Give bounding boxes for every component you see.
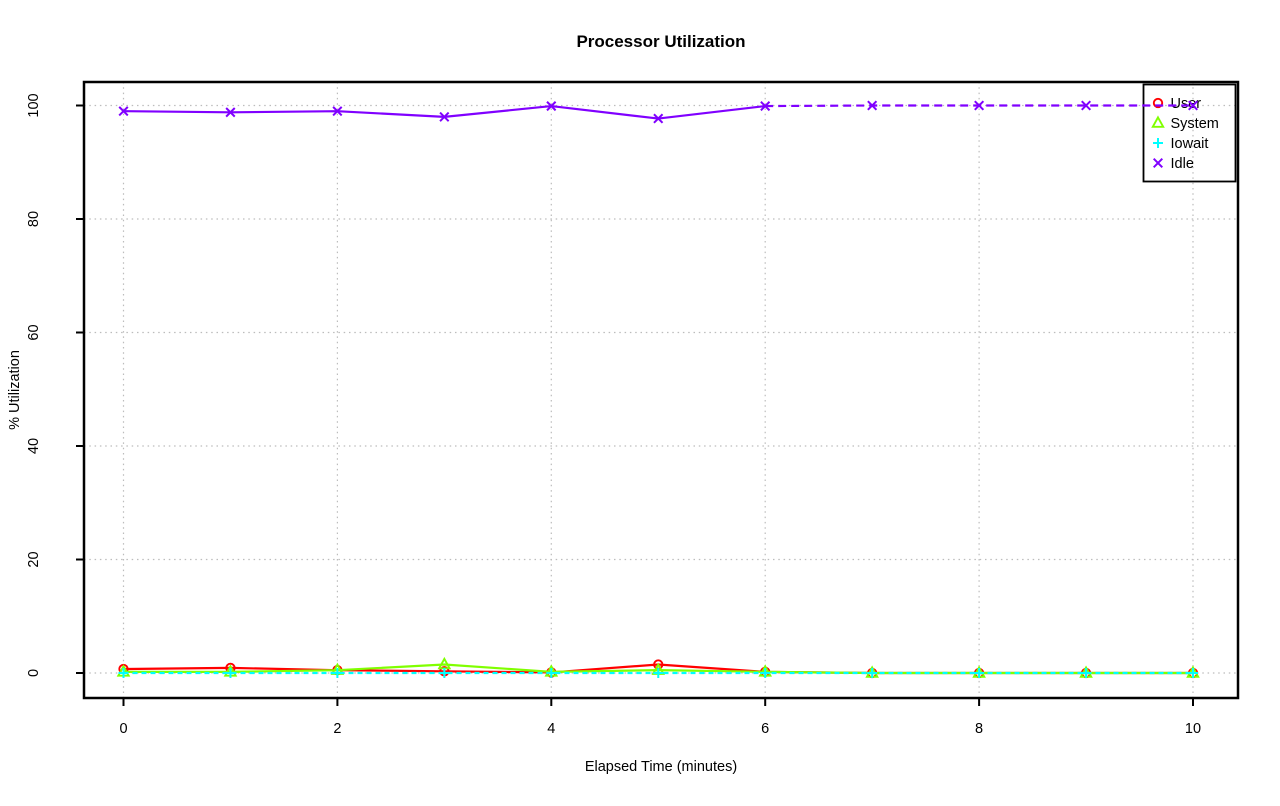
x-tick-label: 6 (761, 721, 769, 737)
y-tick-label: 20 (26, 551, 42, 567)
legend-label-iowait: Iowait (1171, 136, 1209, 152)
y-tick-label: 100 (26, 93, 42, 117)
legend-label-user: User (1171, 96, 1202, 112)
x-axis-label: Elapsed Time (minutes) (585, 759, 737, 775)
marker-iowait (546, 668, 557, 678)
plot-border (82, 80, 1240, 700)
plot-frame (76, 80, 1240, 706)
marker-iowait (1188, 668, 1198, 678)
marker-iowait (760, 668, 771, 678)
marker-idle (332, 106, 343, 117)
marker-iowait (653, 668, 664, 678)
marker-idle (653, 113, 664, 124)
marker-iowait (1081, 668, 1092, 678)
marker-idle (1081, 100, 1092, 111)
y-axis-label: % Utilization (7, 350, 23, 430)
marker-iowait (118, 668, 129, 678)
marker-idle (546, 101, 557, 112)
x-tick-label: 10 (1185, 721, 1201, 737)
marker-idle (867, 100, 878, 111)
legend-label-system: System (1171, 116, 1219, 132)
marker-iowait (332, 668, 343, 678)
legend-marker-user-icon (1152, 97, 1164, 109)
marker-idle (225, 107, 236, 118)
y-tick-label: 60 (26, 324, 42, 340)
x-tick-label: 8 (975, 721, 983, 737)
legend-marker-iowait-icon (1153, 138, 1163, 148)
marker-iowait (439, 668, 450, 678)
y-tick-label: 40 (26, 438, 42, 454)
legend: User System Iowait Idle (1142, 83, 1237, 183)
legend-marker-system-icon (1151, 115, 1165, 128)
grid-layer (84, 82, 1238, 698)
legend-box (1142, 83, 1237, 183)
y-tick-label: 0 (26, 669, 42, 677)
y-tick-label: 80 (26, 211, 42, 227)
x-tick-label: 2 (333, 721, 341, 737)
marker-iowait (974, 668, 985, 678)
marker-iowait (225, 668, 236, 678)
legend-marker-idle-icon (1152, 157, 1164, 169)
legend-label-idle: Idle (1171, 156, 1194, 172)
marker-idle (118, 106, 129, 117)
marker-iowait (867, 668, 878, 678)
marker-idle (439, 111, 450, 122)
chart-title: Processor Utilization (576, 32, 745, 51)
marker-idle (760, 101, 771, 112)
marker-idle (1187, 100, 1199, 111)
series-layer (116, 100, 1200, 679)
x-tick-label: 4 (547, 721, 555, 737)
marker-idle (974, 100, 985, 111)
x-tick-label: 0 (119, 721, 127, 737)
